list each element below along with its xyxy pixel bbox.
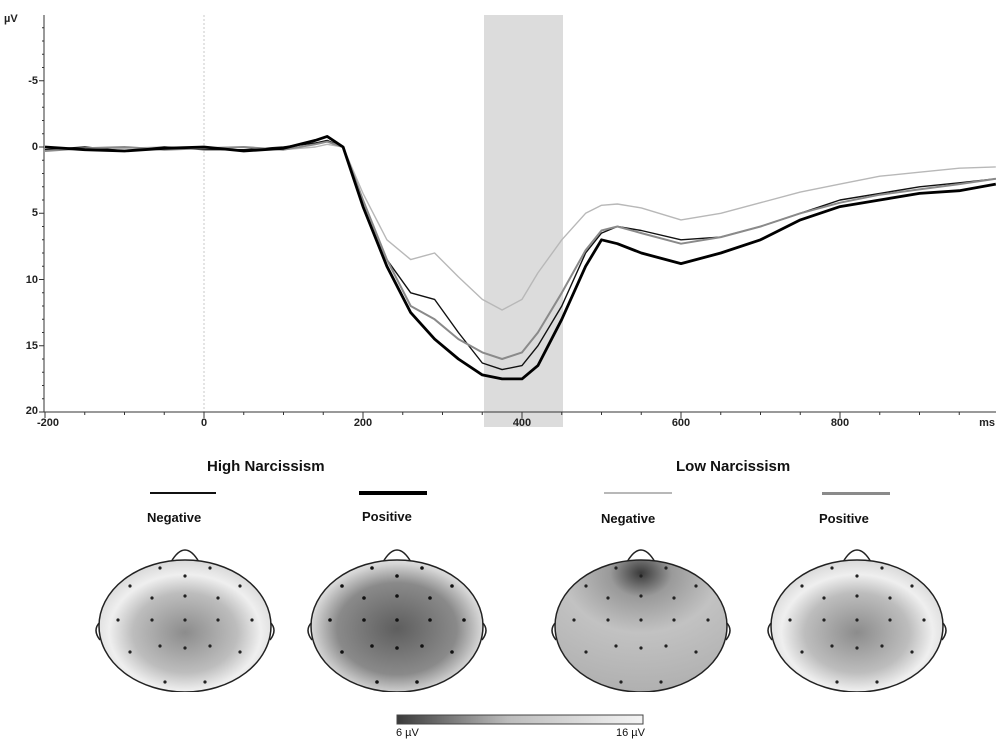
y-tick-label-15: 15 <box>26 340 38 352</box>
topomap-low-negative <box>551 549 731 692</box>
y-tick-label-0: 0 <box>32 141 38 153</box>
topomap-high-negative <box>95 549 275 692</box>
y-tick-label-20: 20 <box>26 405 38 417</box>
x-tick-label-400: 400 <box>513 417 531 429</box>
condition-label-high-positive: Positive <box>362 509 412 524</box>
x-tick-label-200: 200 <box>354 417 372 429</box>
group-title-high: High Narcissism <box>207 458 325 475</box>
legend-line-high-negative <box>150 492 216 494</box>
y-unit-label: µV <box>4 13 18 25</box>
series-line-high-narcissism-positive <box>44 135 996 381</box>
series-line-low-narcissism-positive <box>44 140 996 360</box>
y-tick-label-neg5: -5 <box>28 75 38 87</box>
x-unit-label: ms <box>979 417 995 429</box>
condition-label-high-negative: Negative <box>147 510 202 525</box>
condition-label-low-negative: Negative <box>601 511 656 526</box>
topomap-low-positive <box>767 549 947 692</box>
color-scale-bar <box>396 714 644 725</box>
x-tick-label-0: 0 <box>201 417 207 429</box>
erp-waveform-chart: µV -5 0 5 10 15 20 -200 0 200 400 600 80… <box>4 13 996 429</box>
scale-max-label: 16 µV <box>616 727 645 739</box>
legend-line-low-positive <box>822 492 890 495</box>
series-layer <box>44 135 996 381</box>
x-tick-label-neg200: -200 <box>37 417 59 429</box>
x-tick-label-600: 600 <box>672 417 690 429</box>
y-tick-label-10: 10 <box>26 274 38 286</box>
topomap-high-positive <box>307 549 487 692</box>
x-tick-label-800: 800 <box>831 417 849 429</box>
condition-label-low-positive: Positive <box>819 511 869 526</box>
highlight-window <box>484 15 563 427</box>
axis-ticks <box>39 27 960 418</box>
group-title-low: Low Narcissism <box>676 458 791 475</box>
legend-line-low-negative <box>604 492 672 494</box>
scale-min-label: 6 µV <box>396 727 419 739</box>
legend-line-high-positive <box>359 491 427 495</box>
y-tick-label-5: 5 <box>32 207 38 219</box>
